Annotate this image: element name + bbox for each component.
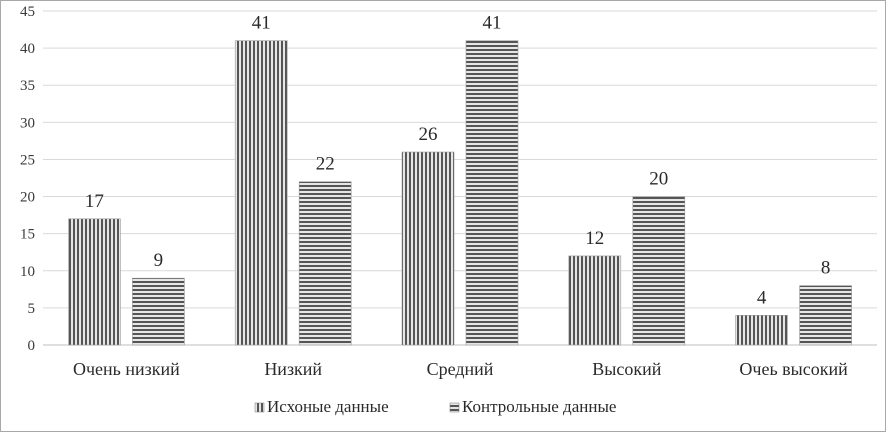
y-tick-label: 0 — [28, 338, 36, 354]
y-tick-label: 15 — [20, 227, 35, 243]
x-tick-label: Низкий — [264, 359, 322, 379]
y-tick-label: 45 — [20, 4, 35, 20]
x-tick-label: Средний — [427, 359, 494, 379]
bar — [68, 218, 121, 346]
y-tick-label: 25 — [20, 152, 35, 168]
y-tick-label: 35 — [20, 78, 35, 94]
data-label: 22 — [316, 154, 335, 175]
bar — [132, 277, 185, 346]
bar — [799, 285, 852, 346]
y-axis-ticks: 0 5 10 15 20 25 30 35 40 45 — [20, 4, 35, 354]
data-label: 17 — [85, 191, 104, 212]
data-labels: 17 9 41 22 26 41 12 20 4 8 — [85, 13, 830, 309]
y-tick-label: 5 — [28, 301, 36, 317]
bars — [68, 40, 852, 346]
y-tick-label: 20 — [20, 190, 35, 206]
data-label: 41 — [483, 13, 502, 34]
x-tick-label: Очеь высокий — [739, 359, 848, 379]
y-tick-label: 30 — [20, 115, 35, 131]
legend: Исхоные данные Контрольные данные — [254, 397, 616, 416]
data-label: 8 — [821, 258, 831, 279]
bar — [735, 315, 788, 346]
y-tick-label: 10 — [20, 264, 35, 280]
data-label: 41 — [252, 13, 271, 34]
legend-label: Контрольные данные — [462, 397, 616, 416]
x-tick-label: Высокий — [592, 359, 661, 379]
bar — [401, 151, 455, 346]
bar — [632, 196, 686, 346]
bar — [234, 40, 288, 346]
data-label: 26 — [419, 124, 438, 145]
bar — [465, 40, 519, 346]
data-label: 9 — [154, 250, 164, 271]
y-tick-label: 40 — [20, 41, 35, 57]
legend-swatch — [449, 402, 460, 413]
data-label: 4 — [757, 287, 767, 308]
bar — [568, 255, 622, 346]
data-label: 12 — [585, 228, 604, 249]
legend-swatch — [254, 402, 265, 413]
legend-label: Исхоные данные — [267, 397, 389, 416]
x-tick-label: Очень низкий — [73, 359, 180, 379]
bar — [298, 181, 352, 346]
data-label: 20 — [649, 169, 668, 190]
x-axis-categories: Очень низкий Низкий Средний Высокий Очеь выс… — [73, 359, 848, 379]
